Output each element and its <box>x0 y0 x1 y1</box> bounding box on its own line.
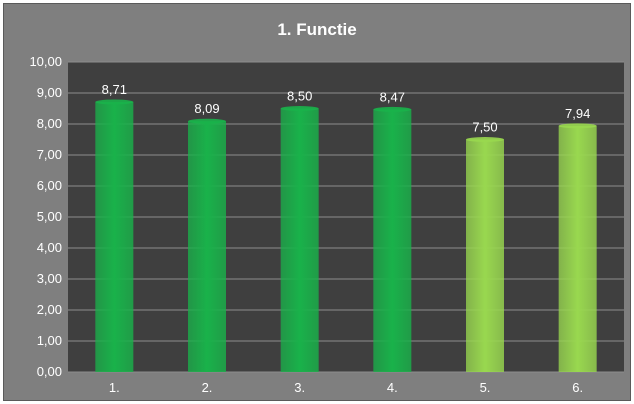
x-tick-label: 6. <box>572 380 583 395</box>
bar-top <box>558 123 597 129</box>
bar <box>280 108 319 372</box>
y-tick-label: 5,00 <box>37 209 62 224</box>
x-tick-label: 4. <box>387 380 398 395</box>
bar <box>558 125 597 372</box>
data-label: 8,09 <box>194 101 219 116</box>
bar <box>373 109 412 373</box>
x-tick-label: 3. <box>294 380 305 395</box>
data-label: 8,71 <box>102 82 127 97</box>
y-tick-label: 2,00 <box>37 302 62 317</box>
bar-top <box>280 106 319 111</box>
y-tick-label: 10,00 <box>29 54 62 69</box>
y-tick-label: 9,00 <box>37 85 62 100</box>
y-tick-label: 6,00 <box>37 178 62 193</box>
bar-top <box>466 137 504 142</box>
bar-top <box>188 118 226 124</box>
bar <box>95 101 134 373</box>
y-tick-label: 7,00 <box>37 147 62 162</box>
bar <box>466 139 504 372</box>
data-label: 8,50 <box>287 89 312 104</box>
x-tick-label: 1. <box>109 380 120 395</box>
data-label: 8,47 <box>380 89 405 104</box>
bar-top <box>95 99 134 105</box>
chart-title: 1. Functie <box>277 20 357 39</box>
x-tick-label: 2. <box>202 380 213 395</box>
bar-top <box>373 106 412 112</box>
chart-frame: 1. Functie 0,00 1,00 2,00 3,00 4,00 5,00 6,00 7… <box>3 3 631 401</box>
y-tick-label: 3,00 <box>37 271 62 286</box>
y-tick-label: 1,00 <box>37 333 62 348</box>
x-tick-label: 5. <box>480 380 491 395</box>
y-tick-label: 4,00 <box>37 240 62 255</box>
bar-chart: 0,00 1,00 2,00 3,00 4,00 5,00 6,00 7,00 8,00 9,00… <box>29 54 624 395</box>
data-label: 7,50 <box>472 120 497 135</box>
bar <box>188 121 226 373</box>
y-tick-label: 0,00 <box>37 364 62 379</box>
data-label: 7,94 <box>565 106 590 121</box>
y-tick-label: 8,00 <box>37 116 62 131</box>
